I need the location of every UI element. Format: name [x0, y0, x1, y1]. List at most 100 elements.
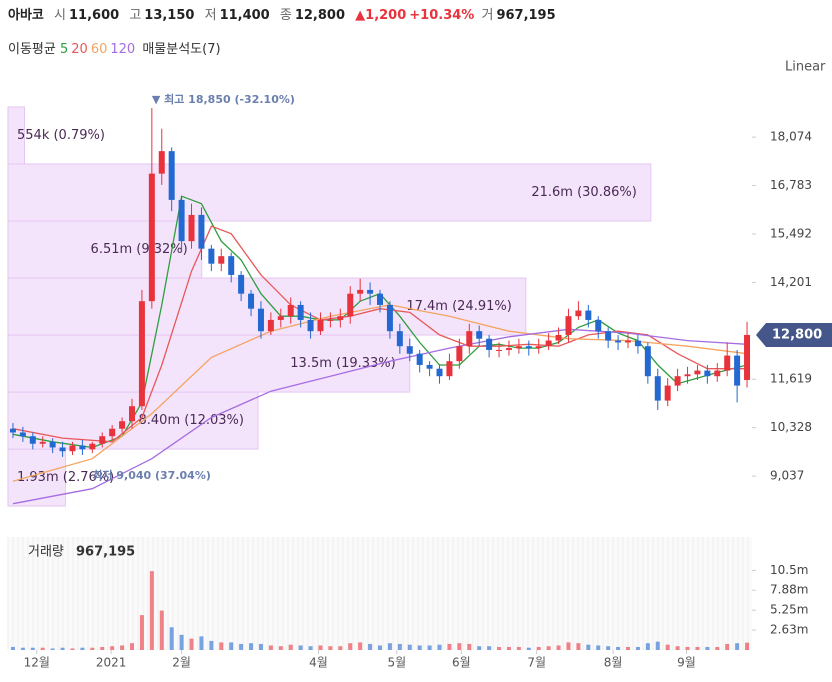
candle-body	[615, 340, 622, 343]
candle-body	[168, 151, 175, 200]
candle-body	[257, 308, 264, 332]
candle-body	[436, 368, 443, 377]
candle-body	[505, 348, 512, 350]
candle-body	[69, 445, 76, 452]
candle-body	[486, 338, 493, 350]
candle-body	[625, 340, 631, 343]
candle-body	[605, 331, 612, 341]
volume-bar	[606, 646, 611, 650]
candle-body	[585, 310, 592, 320]
change: ▲1,200	[355, 8, 407, 23]
candle-body	[317, 319, 324, 332]
volume-bar	[100, 646, 105, 650]
candle-body	[386, 304, 393, 332]
high: 13,150	[144, 8, 195, 23]
candle-body	[158, 151, 165, 174]
volume-bar	[80, 647, 85, 650]
volume-bar	[239, 643, 244, 650]
candle-body	[238, 274, 245, 294]
candle-body	[248, 293, 255, 309]
volume-tick-label: 2.63m	[770, 623, 808, 637]
candle-body	[634, 340, 641, 347]
x-tick-label: 7월	[527, 656, 546, 670]
volume-label: 거	[481, 8, 494, 23]
legend: 이동평균 5 20 60 120 매물분석도(7)	[8, 38, 221, 57]
volume-last: 967,195	[76, 545, 135, 560]
candle-body	[337, 316, 344, 320]
candle-body	[664, 385, 671, 401]
candle-body	[188, 214, 195, 242]
candle-body	[347, 293, 354, 317]
volume-bar	[675, 646, 680, 650]
profile-label: 8.40m (12.03%)	[139, 413, 244, 428]
change-pct: +10.34%	[409, 8, 475, 23]
volume-bar	[635, 646, 640, 650]
volume-bar	[407, 644, 412, 650]
candle-body	[724, 355, 731, 371]
volume-bar	[288, 644, 293, 650]
volume-bar	[566, 642, 571, 650]
volume-bar	[536, 646, 541, 650]
volume-bar	[735, 643, 740, 650]
volume-bar	[417, 645, 422, 650]
legend-entry: 120	[110, 42, 136, 57]
volume-bar	[725, 643, 730, 650]
volume-bar	[278, 646, 283, 650]
y-tick-label: 11,619	[770, 372, 812, 386]
volume-bar	[308, 646, 313, 650]
volume-tick-label: 7.88m	[770, 583, 808, 597]
volume-bar	[179, 634, 184, 650]
volume-bar	[427, 645, 432, 650]
candle-body	[446, 361, 453, 377]
candle-body	[396, 331, 403, 347]
profile-label: 17.4m (24.91%)	[406, 299, 511, 314]
volume-bar	[576, 643, 581, 650]
candle-body	[148, 173, 155, 302]
volume-bar	[387, 643, 392, 650]
profile-label: 13.5m (19.33%)	[290, 356, 395, 371]
volume-bar	[358, 642, 363, 650]
candle-body	[287, 304, 294, 317]
volume-bar	[397, 643, 402, 650]
candle-body	[119, 421, 126, 429]
stock-name: 아바코	[8, 8, 44, 23]
low-label: 저	[204, 8, 217, 23]
x-tick-label: 2월	[172, 656, 191, 670]
volume-bar	[90, 647, 95, 650]
profile-bar	[7, 448, 66, 507]
candle-body	[129, 406, 135, 422]
candle-body	[79, 445, 86, 450]
header: 아바코 시 11,600 고 13,150 저 11,400 종 12,800 ▲1,2…	[8, 4, 562, 23]
x-tick-label: 4월	[309, 656, 328, 670]
volume-bar	[219, 642, 224, 650]
volume-bar	[467, 643, 472, 650]
volume-bar	[556, 645, 561, 650]
candle-body	[297, 304, 304, 320]
candle-body	[39, 441, 46, 444]
ma-line	[12, 195, 748, 449]
legend-entry: 60	[90, 42, 108, 57]
y-tick-label: 9,037	[770, 469, 804, 483]
candle-body	[9, 428, 16, 433]
candle-body	[525, 346, 532, 349]
candle-body	[109, 428, 116, 437]
y-tick-label: 16,783	[770, 178, 812, 192]
candle-body	[277, 316, 284, 320]
profile-bar	[7, 277, 527, 336]
current-price-box	[756, 322, 832, 347]
profile-bar	[7, 220, 203, 279]
x-tick-label: 8월	[604, 656, 623, 670]
candle-body	[456, 346, 463, 362]
volume-bar	[268, 645, 273, 650]
high-label: 고	[129, 8, 142, 23]
volume-bar	[378, 645, 382, 650]
candle-body	[426, 364, 433, 369]
volume-bar	[368, 643, 373, 650]
volume-bar	[328, 646, 333, 650]
volume-bar	[189, 638, 194, 650]
candle-body	[704, 370, 711, 377]
volume-bar	[249, 643, 254, 650]
candle-body	[734, 355, 741, 386]
